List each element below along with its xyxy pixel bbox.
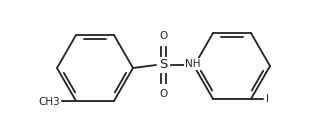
Text: O: O [159,31,167,41]
Text: I: I [266,94,269,104]
Text: CH3: CH3 [38,97,60,107]
Text: S: S [159,58,167,72]
Text: NH: NH [185,59,201,69]
Text: O: O [159,89,167,99]
